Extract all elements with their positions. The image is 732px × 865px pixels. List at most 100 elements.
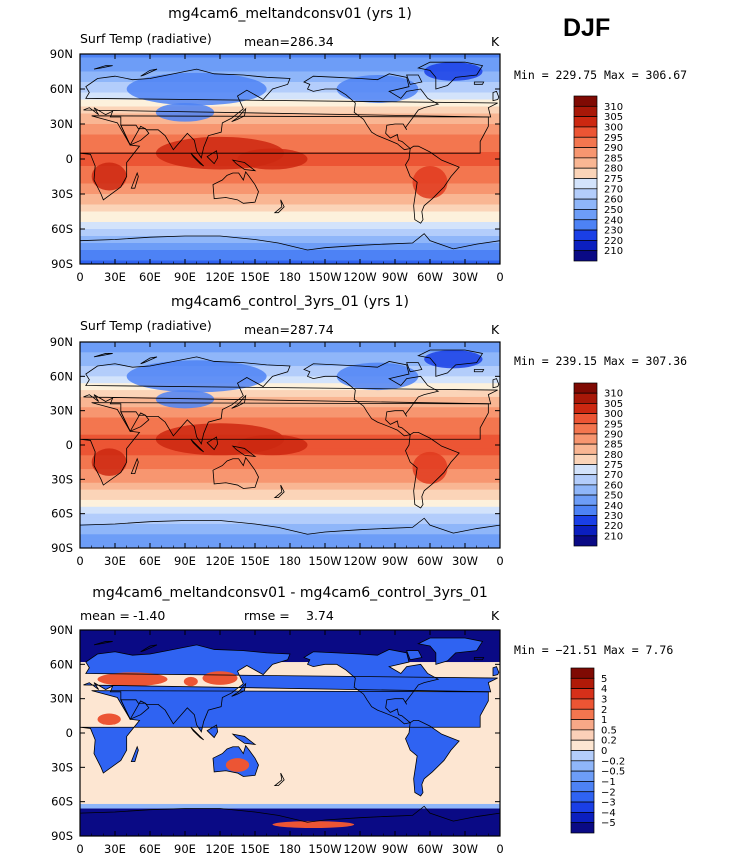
colorbar-swatch xyxy=(570,677,595,689)
temperature-band xyxy=(80,362,500,367)
x-tick-label: 150W xyxy=(308,842,341,856)
panel3-title: mg4cam6_meltandconsv01 - mg4cam6_control… xyxy=(92,585,488,601)
temperature-band xyxy=(80,64,500,69)
colorbar-swatch xyxy=(570,698,595,710)
colorbar-label: 250 xyxy=(604,205,623,216)
temperature-band xyxy=(80,499,500,504)
coastline-novaya xyxy=(140,356,158,365)
colorbar-swatch xyxy=(573,240,598,252)
colorbar-swatch xyxy=(573,157,598,169)
colorbar-label: 210 xyxy=(604,531,623,542)
season-label: DJF xyxy=(563,14,611,42)
coastline-newguinea xyxy=(231,445,257,457)
temperature-band xyxy=(80,424,500,429)
colorbar-label: −2 xyxy=(601,787,616,798)
warm-anomaly-patch xyxy=(97,713,121,725)
colorbar-label: −4 xyxy=(601,808,616,819)
coastline-borneo xyxy=(206,150,219,165)
colorbar-label: 210 xyxy=(604,246,623,257)
temperature-band xyxy=(80,124,500,129)
x-tick-label: 30W xyxy=(452,842,478,856)
x-tick-label: 0 xyxy=(76,270,83,284)
x-tick-label: 0 xyxy=(496,842,503,856)
temperature-patch xyxy=(126,360,267,393)
temperature-band xyxy=(80,75,500,80)
y-tick-label: 30N xyxy=(50,692,73,706)
colorbar-label: 2 xyxy=(601,705,607,716)
colorbar-swatch xyxy=(573,464,598,476)
panel1-units: K xyxy=(491,34,500,49)
temperature-band xyxy=(80,57,500,62)
colorbar-swatch xyxy=(570,729,595,741)
temperature-band xyxy=(80,431,500,436)
colorbar-swatch xyxy=(570,770,595,782)
temperature-band xyxy=(80,372,500,377)
warm-anomaly-patch xyxy=(97,672,168,687)
coastline-antarctica xyxy=(80,233,500,264)
colorbar-swatch xyxy=(570,781,595,793)
coastline-australia xyxy=(212,456,259,489)
coastline-baffin xyxy=(406,362,423,373)
colorbar-swatch xyxy=(570,719,595,731)
y-tick-label: 90N xyxy=(50,47,73,61)
x-tick-label: 60E xyxy=(139,270,161,284)
x-tick-label: 90E xyxy=(174,270,196,284)
colorbar-label: 305 xyxy=(604,399,623,410)
land-anomaly-arabia xyxy=(120,699,149,720)
temperature-band xyxy=(80,355,500,360)
temperature-band xyxy=(80,366,500,371)
coastline-namerica xyxy=(303,361,440,437)
land-anomaly-namerica xyxy=(304,649,439,724)
coastline-japan xyxy=(231,682,247,697)
temperature-band xyxy=(80,410,500,415)
coastline-borneo xyxy=(206,724,219,739)
coastline-iceland xyxy=(473,657,485,661)
temperature-band xyxy=(80,113,500,118)
temperature-band xyxy=(80,465,500,470)
map-panel-1: 0 30E 60E 90E 120E 150E 180 150W 120W 90W 60W 30W 09… xyxy=(50,47,504,284)
coastline-newguinea xyxy=(231,733,257,745)
panel2-units: K xyxy=(491,322,500,337)
temperature-band xyxy=(80,462,500,467)
coastline-baffin xyxy=(406,650,423,661)
coastline-borneo xyxy=(206,436,219,451)
coastline-newguinea xyxy=(231,159,257,172)
temperature-patch xyxy=(91,448,127,476)
temperature-band xyxy=(80,194,500,199)
colorbar-swatch xyxy=(573,392,598,404)
coastline-eurasia xyxy=(83,68,498,159)
temperature-band xyxy=(80,253,500,258)
colorbar-label: 240 xyxy=(604,501,623,512)
colorbar-label: 260 xyxy=(604,195,623,206)
coastline-novaya xyxy=(140,644,158,653)
temperature-band xyxy=(80,138,500,143)
temperature-band xyxy=(80,134,500,139)
temperature-band xyxy=(80,236,500,241)
colorbar-label: 285 xyxy=(604,440,623,451)
panel1-mean-value: 286.34 xyxy=(290,34,334,49)
colorbar-label: 260 xyxy=(604,480,623,491)
colorbar-swatch xyxy=(573,443,598,455)
colorbar-label: 0.5 xyxy=(601,725,617,736)
colorbar-swatch xyxy=(573,209,598,221)
warm-anomaly-patch xyxy=(183,676,198,687)
x-tick-label: 150W xyxy=(308,270,341,284)
x-tick-label: 30E xyxy=(104,842,126,856)
temperature-band xyxy=(80,486,500,491)
colorbar-swatch xyxy=(570,667,595,679)
temperature-band xyxy=(80,92,500,97)
colorbar-swatch xyxy=(573,167,598,179)
colorbar-label: −5 xyxy=(601,818,616,829)
coastline-japan xyxy=(231,394,247,409)
colorbar-label: 290 xyxy=(604,429,623,440)
colorbar-label: 310 xyxy=(604,102,623,113)
colorbar-swatch xyxy=(573,494,598,506)
colorbar-swatch xyxy=(573,433,598,445)
colorbar-label: 280 xyxy=(604,164,623,175)
temperature-band xyxy=(80,506,500,511)
x-tick-label: 150E xyxy=(240,842,269,856)
temperature-band xyxy=(80,110,500,115)
colorbar-label: 275 xyxy=(604,460,623,471)
colorbar-label: 290 xyxy=(604,143,623,154)
